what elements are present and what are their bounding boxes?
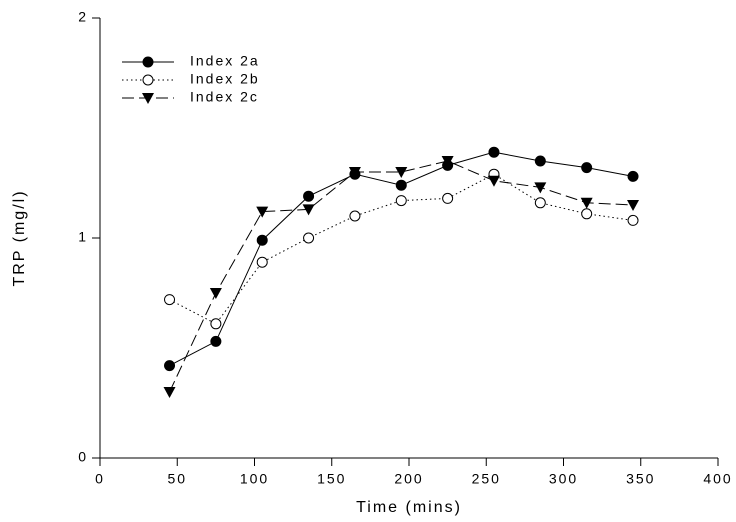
x-tick-label: 300	[549, 471, 578, 487]
marker	[348, 167, 361, 178]
marker	[256, 206, 269, 218]
legend-marker	[142, 93, 154, 104]
marker	[581, 162, 593, 174]
legend-label: Index 2c	[190, 89, 259, 105]
x-tick-label: 150	[317, 471, 346, 487]
x-tick-label: 100	[240, 471, 269, 487]
x-tick-label: 400	[703, 471, 732, 487]
marker	[302, 204, 315, 216]
marker	[209, 288, 222, 299]
series-line	[169, 160, 634, 393]
marker	[164, 294, 176, 306]
marker	[627, 170, 639, 182]
marker	[627, 214, 639, 226]
marker	[164, 360, 176, 372]
marker	[210, 335, 222, 347]
marker	[627, 200, 640, 211]
marker	[349, 210, 361, 222]
x-tick-label: 200	[394, 471, 423, 487]
marker	[395, 195, 407, 207]
marker	[210, 318, 222, 330]
marker	[163, 387, 176, 398]
x-tick-label: 350	[626, 471, 655, 487]
marker	[303, 232, 315, 244]
legend-marker	[142, 74, 154, 86]
marker	[487, 175, 500, 187]
marker	[488, 146, 500, 158]
marker	[395, 179, 407, 191]
series-line	[169, 173, 634, 325]
x-tick-label: 0	[95, 471, 105, 487]
marker	[580, 197, 593, 209]
y-axis-title: TRP (mg/l)	[11, 189, 28, 286]
x-axis-title: Time (mins)	[356, 499, 462, 516]
marker	[303, 190, 315, 202]
marker	[441, 156, 454, 167]
legend-marker	[142, 56, 154, 68]
marker	[581, 208, 593, 220]
marker	[534, 155, 546, 167]
legend-label: Index 2b	[190, 71, 260, 87]
marker	[395, 167, 408, 178]
x-tick-label: 250	[472, 471, 501, 487]
marker	[256, 234, 268, 246]
y-tick-label: 1	[78, 229, 86, 245]
marker	[534, 182, 547, 194]
y-tick-label: 2	[78, 9, 86, 25]
marker	[256, 256, 268, 268]
x-tick-label: 50	[167, 471, 187, 487]
y-tick-label: 0	[78, 449, 86, 465]
marker	[534, 197, 546, 209]
marker	[442, 192, 454, 204]
legend-label: Index 2a	[190, 53, 260, 69]
